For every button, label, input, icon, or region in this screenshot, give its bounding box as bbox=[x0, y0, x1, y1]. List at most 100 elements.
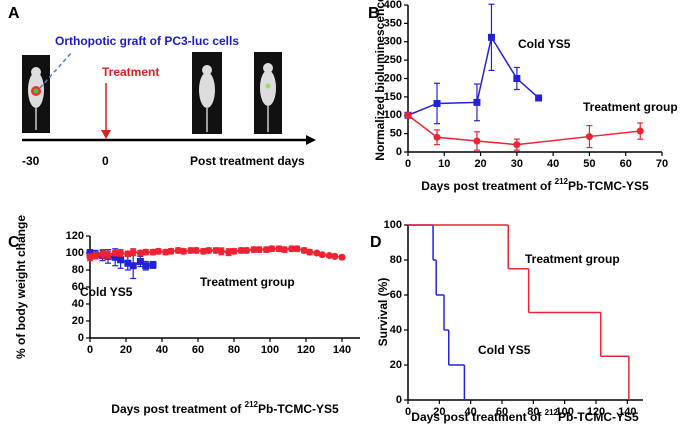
marker bbox=[237, 246, 245, 254]
marker bbox=[262, 246, 270, 254]
panel-label: B bbox=[368, 5, 380, 22]
marker bbox=[187, 246, 195, 254]
marker bbox=[513, 141, 521, 149]
marker bbox=[268, 245, 276, 253]
y-tick-label: 100 bbox=[384, 109, 402, 121]
x-axis-label-part: Pb-TCMC-YS5 bbox=[258, 402, 339, 416]
y-tick-label: 20 bbox=[72, 315, 84, 327]
marker bbox=[199, 247, 207, 255]
series-label: Cold YS5 bbox=[80, 285, 133, 299]
marker bbox=[404, 111, 412, 119]
x-axis-label: Days post treatment of 212Pb-TCMC-YS5 bbox=[111, 400, 339, 416]
marker bbox=[162, 248, 170, 256]
y-tick-label: 0 bbox=[396, 394, 402, 406]
marker bbox=[513, 75, 521, 82]
marker bbox=[338, 253, 346, 261]
marker bbox=[325, 252, 333, 260]
x-tick-label: 60 bbox=[496, 406, 508, 418]
marker bbox=[142, 262, 150, 270]
y-tick-label: 50 bbox=[390, 128, 402, 140]
x-tick-label: 60 bbox=[620, 158, 632, 170]
marker bbox=[149, 248, 157, 256]
marker bbox=[217, 247, 225, 255]
y-axis-label: Normalized bioluminescence bbox=[373, 0, 387, 161]
x-tick-label: 50 bbox=[583, 158, 595, 170]
marker bbox=[124, 250, 132, 258]
x-axis-label: Days post treatment of 212Pb-TCMC-YS5 bbox=[411, 408, 639, 424]
marker bbox=[230, 247, 238, 255]
marker bbox=[585, 133, 593, 141]
marker bbox=[473, 137, 481, 145]
timeline-arrowhead bbox=[306, 135, 316, 145]
graft-label: Orthopotic graft of PC3-luc cells bbox=[55, 34, 239, 48]
marker bbox=[535, 94, 543, 102]
marker bbox=[255, 246, 263, 254]
marker bbox=[293, 245, 301, 253]
marker bbox=[124, 259, 132, 267]
marker bbox=[280, 246, 288, 254]
x-tick-label: 0 bbox=[87, 344, 93, 356]
x-axis-label-sup: 212 bbox=[545, 408, 559, 417]
marker bbox=[192, 246, 200, 254]
panel-label: D bbox=[370, 234, 382, 251]
x-tick-label: 20 bbox=[433, 406, 445, 418]
marker bbox=[318, 251, 326, 259]
marker bbox=[129, 248, 137, 256]
marker bbox=[136, 258, 144, 265]
timeline-label: Post treatment days bbox=[190, 154, 305, 168]
marker bbox=[86, 249, 94, 257]
marker bbox=[313, 249, 321, 257]
x-tick-label: 0 bbox=[405, 406, 411, 418]
x-axis-label: Days post treatment of 212Pb-TCMC-YS5 bbox=[421, 177, 649, 193]
series-label: Cold YS5 bbox=[518, 37, 571, 51]
marker bbox=[111, 249, 119, 257]
marker bbox=[154, 247, 162, 255]
x-tick-label: 140 bbox=[333, 344, 351, 356]
y-tick-label: 120 bbox=[66, 230, 84, 242]
x-tick-label: 40 bbox=[156, 344, 168, 356]
marker bbox=[487, 33, 495, 41]
y-tick-label: 60 bbox=[72, 281, 84, 293]
marker bbox=[180, 247, 188, 255]
series-label: Treatment group bbox=[525, 252, 620, 266]
x-tick-label: 20 bbox=[474, 158, 486, 170]
series-label: Cold YS5 bbox=[478, 343, 531, 357]
x-tick-label: 60 bbox=[192, 344, 204, 356]
x-tick-label: 10 bbox=[438, 158, 450, 170]
marker bbox=[142, 248, 150, 256]
marker bbox=[288, 245, 296, 253]
marker bbox=[331, 252, 339, 260]
marker bbox=[205, 246, 213, 254]
graft-pointer bbox=[39, 51, 73, 89]
marker bbox=[473, 98, 481, 106]
x-tick-label: 100 bbox=[555, 406, 573, 418]
series-label: Treatment group bbox=[200, 275, 295, 289]
y-tick-label: 100 bbox=[66, 247, 84, 259]
y-tick-label: 400 bbox=[384, 0, 402, 11]
y-tick-label: 200 bbox=[384, 72, 402, 84]
y-tick-label: 100 bbox=[384, 219, 402, 231]
x-tick-label: 120 bbox=[587, 406, 605, 418]
x-axis-label-part: Days post treatment of bbox=[411, 410, 544, 424]
x-axis-label-part: Pb-TCMC-YS5 bbox=[568, 179, 649, 193]
series-label: Treatment group bbox=[583, 100, 678, 114]
marker bbox=[174, 246, 182, 254]
x-tick-label: 140 bbox=[618, 406, 636, 418]
y-tick-label: 0 bbox=[78, 332, 84, 344]
marker bbox=[250, 246, 258, 254]
marker bbox=[636, 127, 644, 135]
marker bbox=[91, 252, 99, 260]
x-axis-label-sup: 212 bbox=[555, 177, 569, 186]
marker bbox=[99, 250, 107, 258]
marker bbox=[129, 262, 137, 270]
marker bbox=[117, 249, 125, 257]
x-tick-label: 80 bbox=[527, 406, 539, 418]
marker bbox=[104, 251, 112, 259]
timeline-label: 0 bbox=[102, 154, 109, 168]
treatment-label: Treatment bbox=[102, 65, 159, 79]
marker bbox=[275, 245, 283, 253]
y-tick-label: 300 bbox=[384, 36, 402, 48]
x-tick-label: 40 bbox=[465, 406, 477, 418]
x-tick-label: 80 bbox=[228, 344, 240, 356]
